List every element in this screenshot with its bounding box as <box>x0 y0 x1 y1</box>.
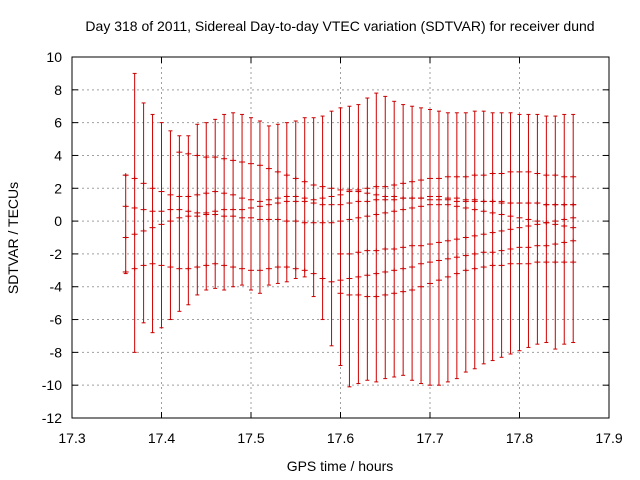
y-tick-label: -2 <box>50 246 63 262</box>
y-tick-label: -10 <box>42 377 62 393</box>
y-axis-label: SDTVAR / TECUs <box>5 182 21 294</box>
plot-frame <box>71 56 610 419</box>
y-tick-label: 6 <box>54 115 62 131</box>
x-tick-label: 17.6 <box>327 430 354 446</box>
x-tick-label: 17.9 <box>595 430 622 446</box>
y-tick-label: 2 <box>54 180 62 196</box>
error-bars <box>122 72 577 388</box>
x-axis-label: GPS time / hours <box>287 458 394 474</box>
x-tick-label: 17.3 <box>58 430 85 446</box>
x-tick-label: 17.7 <box>416 430 443 446</box>
y-tick-label: -8 <box>50 344 63 360</box>
y-tick-labels: 10 8 6 4 2 0 -2 -4 -6 -8 -10 -12 <box>42 49 62 426</box>
chart-title: Day 318 of 2011, Sidereal Day-to-day VTE… <box>85 18 594 34</box>
y-tick-label: -4 <box>50 279 63 295</box>
y-tick-label: 4 <box>54 147 62 163</box>
y-tick-label: -6 <box>50 312 63 328</box>
y-tick-label: -12 <box>42 410 62 426</box>
y-tick-label: 10 <box>46 49 62 65</box>
y-tick-label: 8 <box>54 82 62 98</box>
x-tick-label: 17.4 <box>148 430 175 446</box>
x-tick-labels: 17.3 17.4 17.5 17.6 17.7 17.8 17.9 <box>58 430 622 446</box>
x-tick-label: 17.8 <box>506 430 533 446</box>
y-tick-label: 0 <box>54 213 62 229</box>
x-tick-label: 17.5 <box>237 430 264 446</box>
